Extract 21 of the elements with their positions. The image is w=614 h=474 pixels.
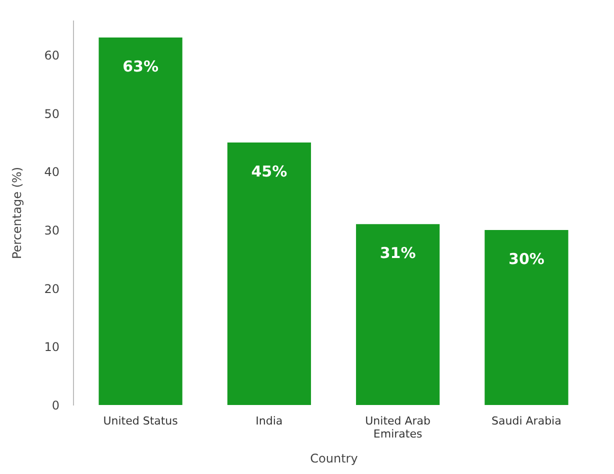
y-tick-label: 40 [44,165,60,180]
data-label: 31% [380,244,416,262]
x-tick-label: India [256,414,283,428]
y-tick-label: 0 [52,398,60,412]
bar [484,230,568,405]
data-label: 30% [508,250,544,268]
y-axis-title: Percentage (%) [10,166,24,260]
data-label: 45% [251,162,288,180]
y-tick-label: 60 [44,48,60,62]
x-tick-label: Saudi Arabia [492,414,562,428]
x-axis-title: Country [310,452,358,466]
y-tick-label: 30 [44,224,60,238]
x-tick-label: United Status [103,414,178,428]
y-tick-label: 10 [44,340,60,354]
x-tick-label: United Arab Emirates [365,414,431,440]
y-tick-label: 20 [44,282,60,296]
data-label: 63% [122,58,158,76]
bar [98,38,182,405]
y-tick-label: 50 [44,106,60,121]
bar [227,142,311,405]
bar [356,224,440,405]
